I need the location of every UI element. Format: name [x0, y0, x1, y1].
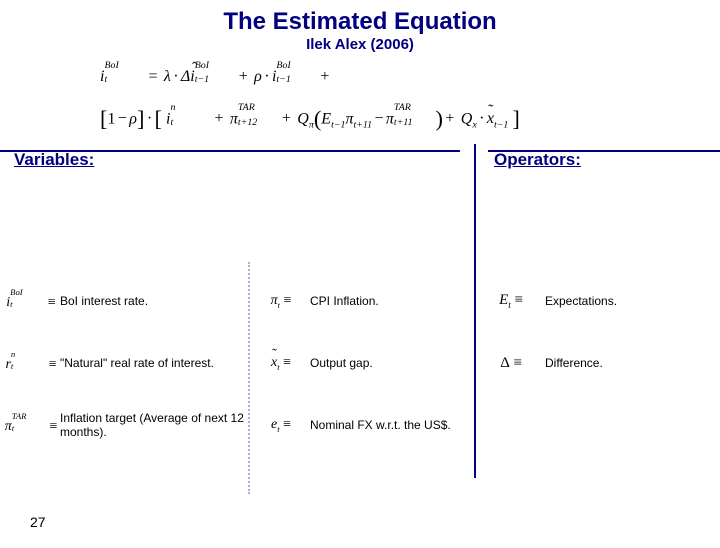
definition-row: iBoIt ≡ BoI interest rate. πt ≡ CPI Infl…: [0, 270, 720, 332]
operator-description: Expectations.: [545, 294, 720, 308]
variable-description: Nominal FX w.r.t. the US$.: [310, 418, 475, 432]
slide-subtitle: Ilek Alex (2006): [0, 36, 720, 53]
variable-description: CPI Inflation.: [310, 294, 475, 308]
variable-description: "Natural" real rate of interest.: [60, 356, 250, 370]
variables-heading: Variables:: [0, 150, 474, 170]
variable-description: Output gap.: [310, 356, 475, 370]
variable-symbol: iBoIt ≡: [0, 292, 60, 311]
slide-title: The Estimated Equation: [0, 8, 720, 36]
variable-symbol: xt ≡: [250, 355, 310, 372]
variable-symbol: rnt ≡: [0, 354, 60, 373]
definition-row: πTARt ≡ Inflation target (Average of nex…: [0, 394, 720, 456]
operator-description: Difference.: [545, 356, 720, 370]
definition-row: rnt ≡ "Natural" real rate of interest. x…: [0, 332, 720, 394]
variable-description: BoI interest rate.: [60, 294, 250, 308]
operators-heading: Operators:: [474, 150, 720, 170]
operator-symbol: Δ ≡: [475, 355, 545, 372]
variable-symbol: et ≡: [250, 417, 310, 434]
equation-line-1: iBoIt= λ·ΔiBoIt−1+ ρ·iBoIt−1+: [100, 65, 680, 86]
variable-symbol: πTARt ≡: [0, 416, 60, 435]
equation-line-2: [1−ρ]·[ int+ πTARt+12+ Qπ(Et−1πt+11−πTAR…: [100, 106, 680, 132]
page-number: 27: [30, 514, 46, 530]
horizontal-divider-right: [488, 150, 720, 152]
horizontal-divider-left: [0, 150, 460, 152]
variable-description: Inflation target (Average of next 12 mon…: [60, 411, 250, 439]
equation-block: iBoIt= λ·ΔiBoIt−1+ ρ·iBoIt−1+ [1−ρ]·[ in…: [0, 65, 720, 132]
operator-symbol: Et ≡: [475, 292, 545, 311]
variable-symbol: πt ≡: [250, 293, 310, 310]
definitions-grid: iBoIt ≡ BoI interest rate. πt ≡ CPI Infl…: [0, 270, 720, 456]
